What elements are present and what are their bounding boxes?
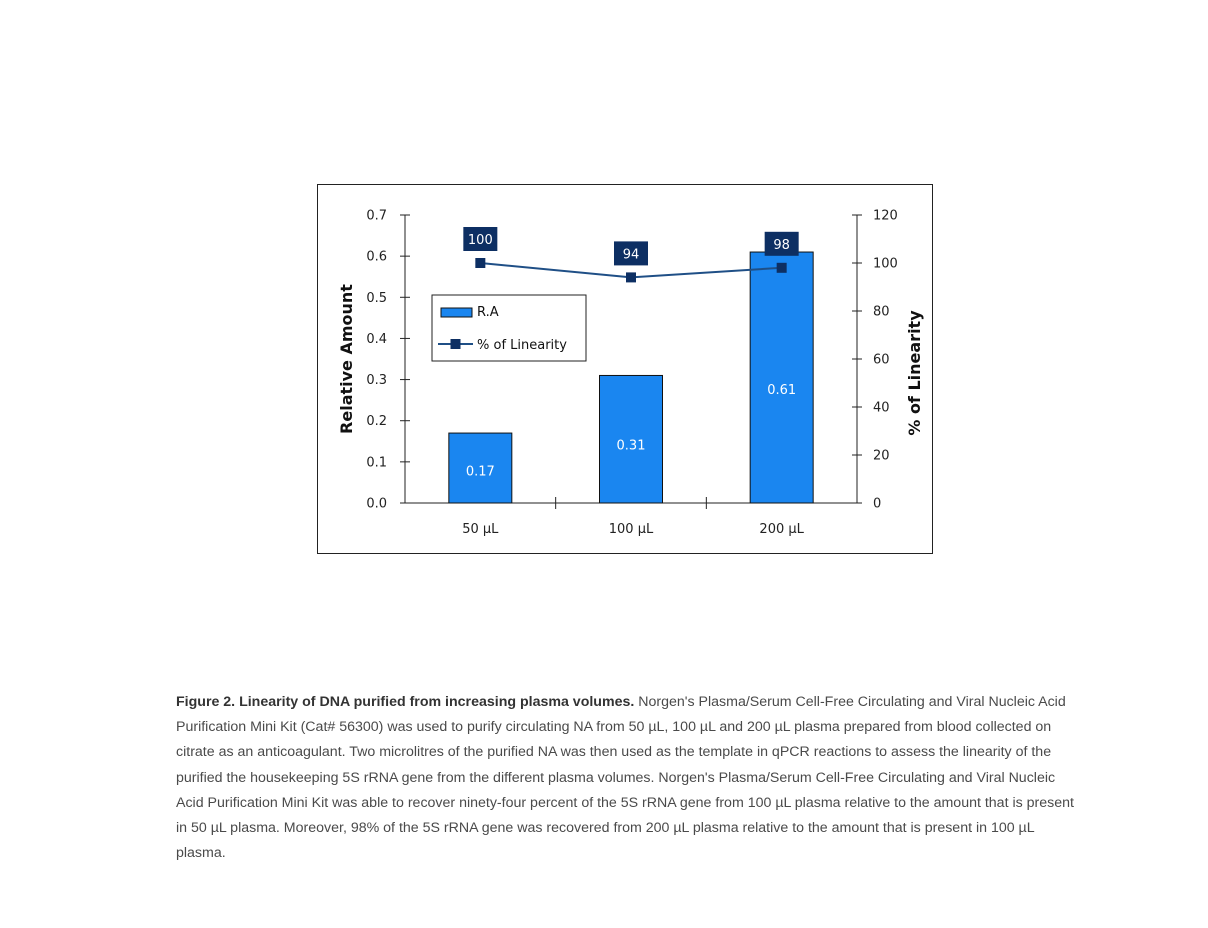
right-axis-tick-label: 60 <box>873 353 890 368</box>
linearity-point-1 <box>626 272 636 283</box>
legend-box <box>431 294 587 362</box>
bar-2 <box>749 251 814 504</box>
combo-chart: 0.0 0.1 0.2 0.3 0.4 0.5 0.6 0.7 0 20 40 60 80 100 120 5… <box>337 209 924 538</box>
figure-caption: Figure 2. Linearity of DNA purified from… <box>176 690 1076 866</box>
linearity-label-box <box>764 231 799 256</box>
bar-0 <box>448 432 513 504</box>
caption-body: Norgen's Plasma/Serum Cell-Free Circulat… <box>176 694 1074 862</box>
left-axis-tick-label: 0.5 <box>366 291 387 306</box>
left-axis-title: Relative Amount <box>337 284 356 434</box>
legend-label-line: % of Linearity <box>477 338 567 353</box>
right-axis-tick-label: 100 <box>873 257 898 272</box>
bar-1 <box>599 374 663 504</box>
linearity-data-label: 98 <box>773 238 790 253</box>
linearity-label-box <box>614 241 648 266</box>
right-axis-tick-label: 80 <box>873 305 890 320</box>
linearity-data-label: 100 <box>468 233 493 248</box>
linearity-data-label: 94 <box>623 247 640 262</box>
bar-data-label: 0.61 <box>767 383 796 398</box>
left-axis-tick-label: 0.3 <box>366 373 387 388</box>
legend-swatch-bar <box>440 307 473 318</box>
left-axis-tick-label: 0.6 <box>366 250 387 265</box>
left-axis-tick-label: 0.1 <box>366 455 387 470</box>
right-axis-tick-label: 120 <box>873 209 898 224</box>
legend-label-bar: R.A <box>477 305 499 320</box>
right-axis-tick-label: 20 <box>873 449 890 464</box>
linearity-point-0 <box>475 258 486 268</box>
bar-data-label: 0.17 <box>466 465 495 480</box>
x-axis-tick-label: 100 µL <box>609 522 654 537</box>
right-axis-tick-label: 40 <box>873 401 890 416</box>
chart-frame: 0.0 0.1 0.2 0.3 0.4 0.5 0.6 0.7 0 20 40 60 80 100 120 5… <box>317 184 933 554</box>
x-axis-tick-label: 50 µL <box>462 522 499 537</box>
left-axis-tick-label: 0.7 <box>366 209 387 224</box>
left-axis-tick-label: 0.2 <box>366 414 387 429</box>
left-axis-tick-label: 0.4 <box>366 332 387 347</box>
legend-swatch-marker <box>450 339 461 349</box>
bar-data-label: 0.31 <box>617 439 646 454</box>
right-axis-tick-label: 0 <box>873 497 881 512</box>
caption-title: Figure 2. Linearity of DNA purified from… <box>176 694 635 710</box>
x-axis-tick-label: 200 µL <box>759 522 804 537</box>
linearity-point-2 <box>776 262 787 273</box>
linearity-label-box <box>463 227 498 251</box>
right-axis-title: % of Linearity <box>905 310 924 436</box>
left-axis-tick-label: 0.0 <box>366 497 387 512</box>
